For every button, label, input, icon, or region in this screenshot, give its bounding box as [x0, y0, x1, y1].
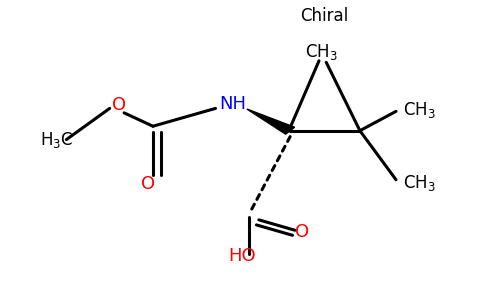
- Text: Chiral: Chiral: [300, 7, 348, 25]
- Polygon shape: [247, 109, 295, 134]
- Text: O: O: [141, 175, 155, 193]
- Text: NH: NH: [219, 95, 246, 113]
- Text: O: O: [295, 223, 309, 241]
- Text: H$_3$C: H$_3$C: [40, 130, 73, 150]
- Text: CH$_3$: CH$_3$: [403, 100, 436, 120]
- Text: CH$_3$: CH$_3$: [305, 42, 338, 62]
- Text: HO: HO: [228, 247, 256, 265]
- Text: CH$_3$: CH$_3$: [403, 173, 436, 193]
- Text: O: O: [112, 96, 126, 114]
